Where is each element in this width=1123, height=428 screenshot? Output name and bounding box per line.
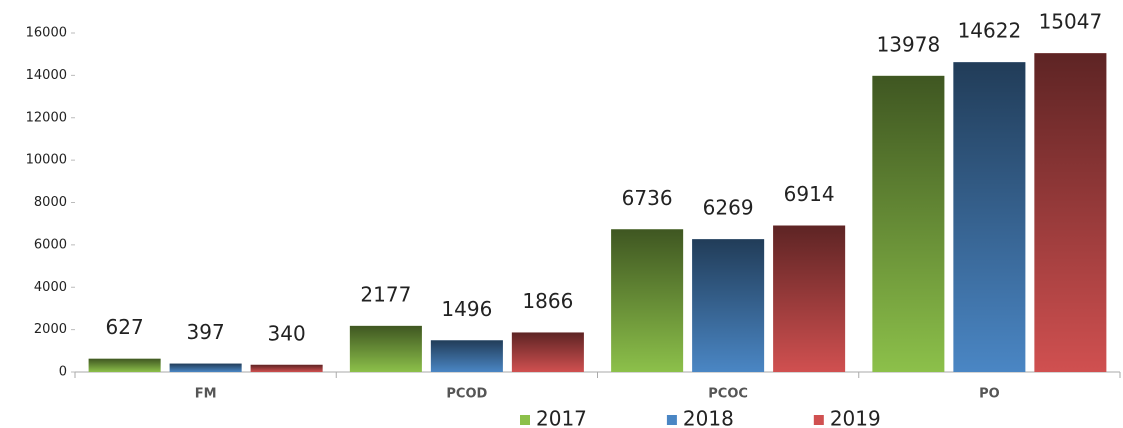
y-tick-label: 16000 [26,26,67,41]
legend-label: 2019 [830,407,881,428]
value-label: 627 [106,315,144,339]
y-tick-label: 14000 [26,68,67,83]
y-tick-label: 12000 [26,110,67,125]
value-label: 1496 [441,297,492,321]
y-tick-label: 6000 [34,237,67,252]
value-label: 1866 [522,289,573,313]
legend-label: 2018 [683,407,734,428]
legend-label: 2017 [536,407,587,428]
y-tick-label: 0 [59,365,67,380]
bar-shade [511,332,584,372]
bar-shade [773,225,846,372]
bar-shade [250,364,323,372]
legend-swatch [520,415,530,425]
value-label: 15047 [1039,10,1103,34]
value-label: 2177 [360,282,411,306]
value-label: 6914 [784,182,835,206]
value-label: 397 [187,320,225,344]
y-tick-label: 4000 [34,280,67,295]
value-label: 13978 [877,32,941,56]
bar-shade [611,229,684,372]
x-tick-label: PO [979,387,1000,402]
legend-swatch [813,415,824,425]
bar-shade [872,75,945,372]
x-tick-label: PCOD [446,387,487,402]
value-label: 14622 [958,19,1022,43]
y-tick-label: 2000 [34,322,67,337]
y-tick-label: 8000 [34,195,67,210]
bar-shade [430,340,503,372]
x-tick-label: FM [195,387,217,402]
bar-shade [692,239,765,372]
legend-swatch [666,415,677,425]
bar-shade [169,363,242,372]
value-label: 340 [268,321,306,345]
bar-shade [953,62,1026,372]
value-label: 6736 [622,186,673,210]
bar-shade [349,325,422,372]
bar-shade [1034,53,1107,373]
bar-shade [88,358,161,372]
value-label: 6269 [703,196,754,220]
y-tick-label: 10000 [26,153,67,168]
x-tick-label: PCOC [708,387,748,402]
